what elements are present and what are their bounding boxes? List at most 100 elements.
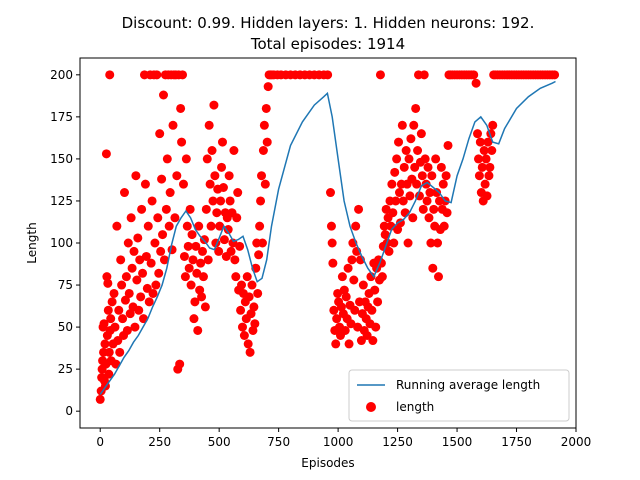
- scatter-point: [375, 70, 385, 80]
- scatter-point: [420, 154, 430, 164]
- scatter-point: [212, 208, 222, 218]
- scatter-point: [178, 179, 188, 189]
- scatter-point: [409, 120, 419, 130]
- scatter-point: [346, 319, 356, 329]
- scatter-point: [425, 188, 435, 198]
- scatter-point: [250, 319, 260, 329]
- scatter-point: [209, 100, 219, 110]
- legend-dot-swatch: [366, 402, 376, 412]
- scatter-point: [153, 213, 163, 223]
- scatter-point: [331, 339, 341, 349]
- scatter-point: [158, 90, 168, 100]
- scatter-point: [186, 280, 196, 290]
- scatter-point: [436, 162, 446, 172]
- legend-label-length: length: [396, 400, 434, 414]
- scatter-point: [419, 70, 429, 80]
- scatter-point: [123, 238, 133, 248]
- scatter-point: [216, 196, 226, 206]
- scatter-point: [323, 70, 333, 80]
- scatter-point: [343, 263, 353, 273]
- scatter-point: [194, 221, 204, 231]
- scatter-point: [254, 250, 264, 260]
- scatter-point: [164, 221, 174, 231]
- scatter-point: [325, 188, 335, 198]
- scatter-point: [147, 196, 157, 206]
- scatter-point: [177, 137, 187, 147]
- scatter-point: [373, 297, 383, 307]
- scatter-point: [150, 238, 160, 248]
- scatter-point: [187, 230, 197, 240]
- scatter-point: [118, 314, 128, 324]
- scatter-point: [237, 322, 247, 332]
- scatter-point: [428, 263, 438, 273]
- chart-title-line-1: Discount: 0.99. Hidden layers: 1. Hidden…: [122, 14, 535, 32]
- scatter-point: [172, 171, 182, 181]
- scatter-point: [347, 255, 357, 265]
- scatter-point: [162, 154, 172, 164]
- y-tick-label: 50: [58, 320, 73, 334]
- scatter-point: [205, 179, 215, 189]
- scatter-point: [178, 70, 188, 80]
- scatter-point: [259, 120, 269, 130]
- scatter-point: [243, 339, 253, 349]
- scatter-point: [475, 137, 485, 147]
- scatter-point: [427, 171, 437, 181]
- scatter-point: [333, 288, 343, 298]
- scatter-point: [200, 302, 210, 312]
- scatter-point: [257, 171, 267, 181]
- scatter-point: [127, 263, 137, 273]
- scatter-point: [400, 208, 410, 218]
- scatter-point: [242, 272, 252, 282]
- y-tick-label: 100: [50, 236, 73, 250]
- scatter-point: [180, 272, 190, 282]
- scatter-point: [370, 285, 380, 295]
- scatter-point: [441, 171, 451, 181]
- scatter-point: [422, 196, 432, 206]
- scatter-point: [95, 394, 105, 404]
- scatter-point: [231, 272, 241, 282]
- scatter-point: [155, 129, 165, 139]
- scatter-point: [344, 339, 354, 349]
- scatter-point: [130, 322, 140, 332]
- scatter-point: [107, 297, 117, 307]
- scatter-point: [189, 314, 199, 324]
- scatter-point: [485, 162, 495, 172]
- scatter-point: [208, 196, 218, 206]
- scatter-point: [327, 238, 337, 248]
- scatter-point: [480, 179, 490, 189]
- scatter-point: [483, 137, 493, 147]
- scatter-point: [416, 129, 426, 139]
- scatter-point: [258, 146, 268, 155]
- scatter-point: [225, 196, 235, 206]
- scatter-point: [351, 221, 361, 231]
- scatter-point: [255, 221, 265, 231]
- scatter-point: [115, 347, 125, 357]
- scatter-series-length: [95, 70, 560, 404]
- scatter-point: [112, 221, 122, 231]
- scatter-point: [204, 120, 214, 130]
- y-tick-label: 175: [50, 110, 73, 124]
- scatter-point: [399, 162, 409, 172]
- scatter-point: [223, 225, 233, 235]
- scatter-point: [469, 70, 479, 80]
- scatter-point: [190, 297, 200, 307]
- scatter-point: [429, 204, 439, 214]
- scatter-point: [249, 302, 259, 312]
- scatter-point: [326, 221, 336, 231]
- scatter-point: [488, 120, 498, 130]
- scatter-point: [156, 246, 166, 256]
- scatter-point: [170, 213, 180, 223]
- scatter-point: [102, 272, 112, 282]
- scatter-point: [101, 149, 111, 159]
- scatter-point: [109, 288, 119, 298]
- x-tick-label: 1000: [323, 435, 354, 449]
- scatter-point: [136, 292, 146, 302]
- scatter-point: [167, 245, 177, 255]
- scatter-point: [328, 258, 338, 268]
- x-tick-label: 500: [208, 435, 231, 449]
- scatter-point: [184, 263, 194, 273]
- scatter-point: [236, 305, 246, 315]
- scatter-point: [219, 235, 229, 245]
- scatter-point: [426, 238, 436, 248]
- scatter-point: [152, 70, 162, 80]
